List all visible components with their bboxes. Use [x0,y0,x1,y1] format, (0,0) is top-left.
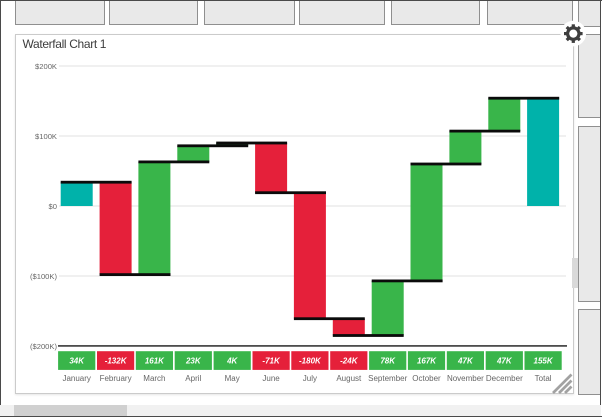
svg-text:155K: 155K [534,357,554,366]
svg-text:April: April [185,374,201,383]
svg-text:$0: $0 [49,202,57,211]
svg-text:May: May [225,374,240,383]
svg-text:-180K: -180K [299,357,322,366]
svg-text:November: November [447,374,484,383]
svg-text:($100K): ($100K) [30,272,57,281]
svg-text:August: August [336,374,362,383]
svg-text:161K: 161K [145,357,165,366]
svg-text:February: February [100,374,132,383]
svg-text:78K: 78K [380,357,396,366]
svg-text:January: January [62,374,90,383]
svg-text:December: December [486,374,523,383]
svg-text:47K: 47K [496,357,513,366]
svg-text:July: July [303,374,317,383]
svg-text:September: September [368,374,407,383]
svg-text:23K: 23K [185,357,202,366]
svg-text:June: June [262,374,280,383]
svg-text:-132K: -132K [105,357,128,366]
svg-text:October: October [412,374,441,383]
svg-text:-24K: -24K [340,357,359,366]
svg-text:47K: 47K [457,357,474,366]
svg-text:$200K: $200K [35,62,57,71]
svg-text:-71K: -71K [262,357,281,366]
svg-text:$100K: $100K [35,132,57,141]
svg-text:34K: 34K [69,357,85,366]
svg-text:167K: 167K [417,357,437,366]
svg-text:($200K): ($200K) [30,342,57,351]
svg-text:Total: Total [535,374,552,383]
svg-text:4K: 4K [226,357,238,366]
svg-text:March: March [143,374,165,383]
